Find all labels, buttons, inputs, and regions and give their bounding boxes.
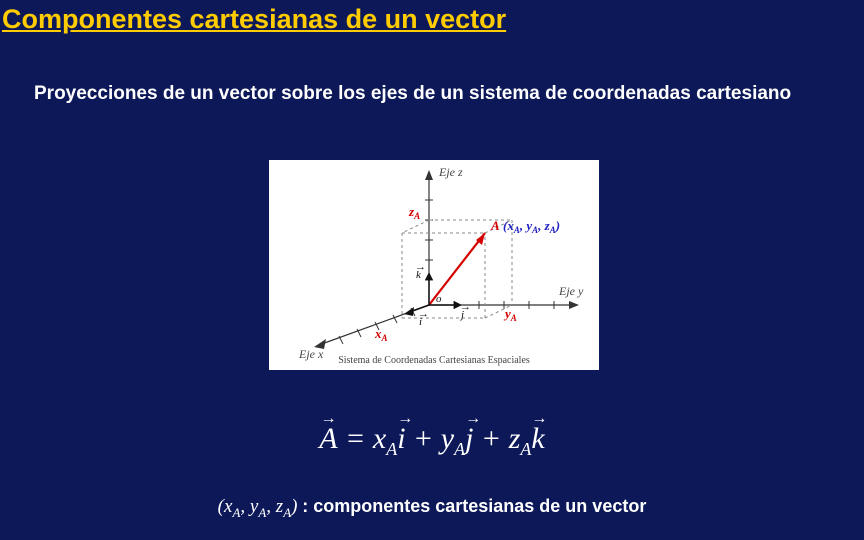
- diagram-svg: Eje z Eje y Eje x: [269, 160, 599, 370]
- footer-desc: : componentes cartesianas de un vector: [302, 496, 646, 516]
- xa-label: xA: [374, 326, 388, 343]
- y-axis-label: Eje y: [558, 284, 584, 298]
- origin-label: o: [436, 293, 442, 305]
- svg-text:→: →: [415, 261, 426, 273]
- vector-equation: →A = xA→i + yA→j + zA→k: [0, 422, 864, 460]
- coordinate-diagram: Eje z Eje y Eje x: [269, 160, 599, 370]
- footer-line: (xA, yA, zA) : componentes cartesianas d…: [0, 496, 864, 521]
- svg-text:→: →: [418, 308, 429, 320]
- slide-title: Componentes cartesianas de un vector: [0, 0, 864, 35]
- component-tuple: (xA, yA, zA): [218, 496, 303, 517]
- diagram-caption: Sistema de Coordenadas Cartesianas Espac…: [269, 355, 599, 366]
- za-label: zA: [408, 204, 420, 221]
- z-axis-label: Eje z: [438, 165, 463, 179]
- slide-subtitle: Proyecciones de un vector sobre los ejes…: [0, 35, 864, 105]
- ya-label: yA: [503, 306, 517, 323]
- svg-text:→: →: [460, 301, 471, 313]
- vector-a-label: A: [490, 218, 500, 233]
- vector-a-coords: (xA, yA, zA): [503, 218, 560, 235]
